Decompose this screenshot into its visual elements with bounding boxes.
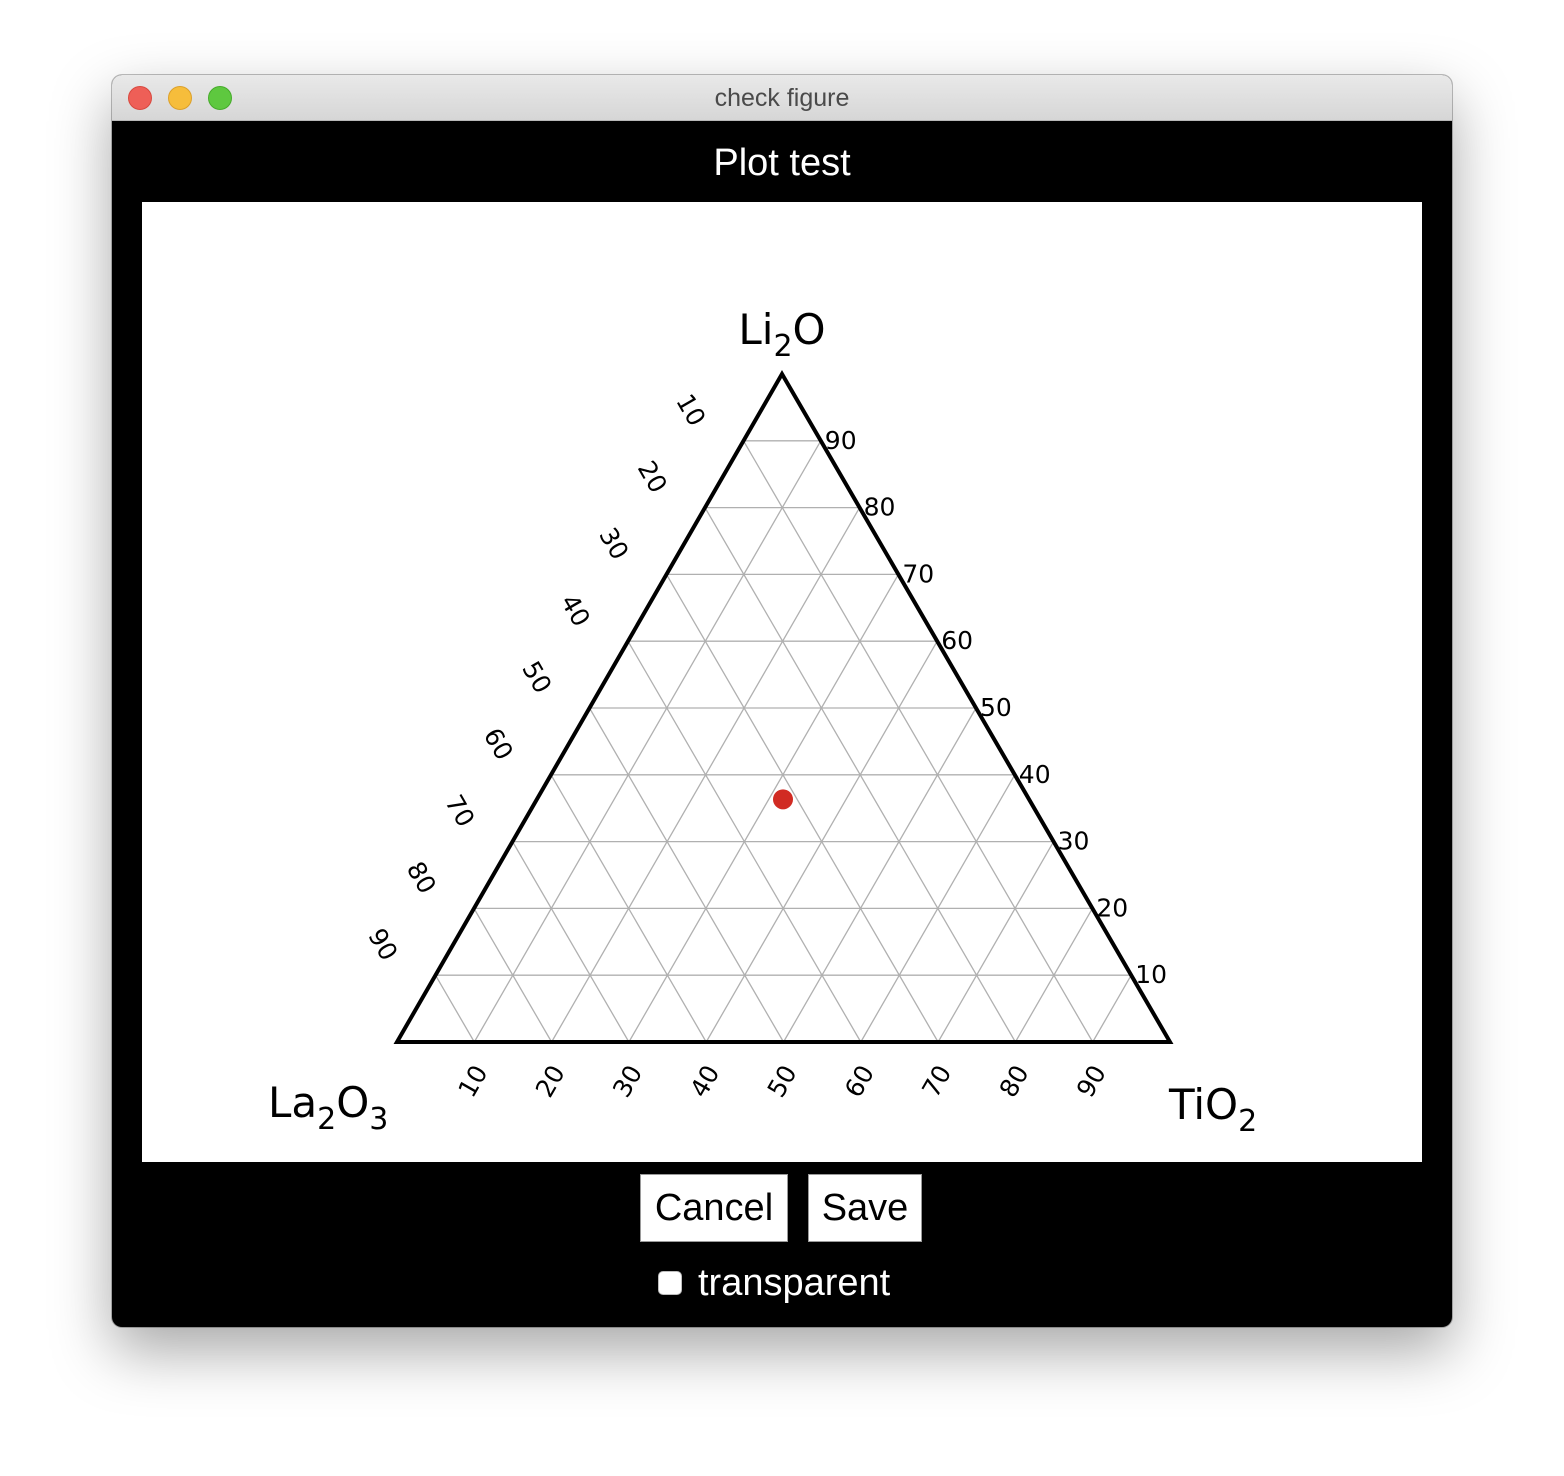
axis-label-top: Li2O bbox=[738, 305, 825, 364]
tick-label-right-40: 40 bbox=[1019, 760, 1051, 789]
tick-label-bottom-50: 50 bbox=[762, 1060, 803, 1102]
tick-labels: 10 10 10 20 20 20 30 30 30 40 40 40 50 50 50 60 60 60 70 70… bbox=[362, 389, 1167, 1102]
zoom-window-button[interactable] bbox=[208, 86, 232, 110]
window-title: check figure bbox=[714, 84, 850, 112]
tick-label-left-10: 10 bbox=[670, 389, 711, 431]
tick-label-left-90: 90 bbox=[362, 923, 403, 965]
tick-label-bottom-80: 80 bbox=[994, 1060, 1035, 1102]
figure-canvas: 10 10 10 20 20 20 30 30 30 40 40 40 50 50 50 60 60 60 70 70… bbox=[142, 202, 1422, 1162]
tick-label-right-60: 60 bbox=[941, 626, 973, 655]
gridline-la2o3-80 bbox=[473, 908, 553, 1043]
ternary-plot: 10 10 10 20 20 20 30 30 30 40 40 40 50 50 50 60 60 60 70 70… bbox=[268, 305, 1257, 1139]
tick-label-left-40: 40 bbox=[555, 589, 596, 631]
tick-label-right-10: 10 bbox=[1135, 960, 1167, 989]
tick-label-right-80: 80 bbox=[864, 493, 896, 522]
gridline-tio2-60 bbox=[860, 774, 1016, 1043]
tick-label-right-20: 20 bbox=[1096, 893, 1128, 922]
gridline-tio2-70 bbox=[937, 841, 1055, 1043]
tick-label-bottom-70: 70 bbox=[916, 1060, 957, 1102]
gridline-tio2-90 bbox=[1092, 974, 1132, 1043]
triangle-outline bbox=[393, 370, 1174, 1044]
transparent-label: transparent bbox=[698, 1261, 891, 1304]
gridline-tio2-10 bbox=[473, 440, 822, 1043]
tick-label-right-70: 70 bbox=[902, 559, 934, 588]
tick-label-bottom-60: 60 bbox=[839, 1060, 880, 1102]
gridline-la2o3-70 bbox=[511, 841, 630, 1043]
gridline-tio2-50 bbox=[782, 707, 977, 1043]
tick-label-left-80: 80 bbox=[401, 857, 442, 899]
tick-label-right-50: 50 bbox=[980, 693, 1012, 722]
axis-label-right: TiO2 bbox=[1168, 1080, 1257, 1139]
gridline-la2o3-90 bbox=[434, 974, 475, 1043]
tick-label-left-20: 20 bbox=[632, 456, 673, 498]
tick-label-bottom-20: 20 bbox=[530, 1060, 571, 1102]
minimize-window-button[interactable] bbox=[168, 86, 192, 110]
gridline-la2o3-60 bbox=[550, 774, 707, 1043]
data-point-0 bbox=[773, 789, 793, 810]
check-figure-window: check figure Plot test 10 10 10 20 20 20 30 30 3… bbox=[112, 75, 1452, 1327]
gridline-la2o3-50 bbox=[588, 707, 785, 1043]
title-bar: check figure bbox=[112, 75, 1452, 121]
tick-label-left-60: 60 bbox=[478, 723, 519, 765]
transparent-option[interactable]: transparent bbox=[658, 1258, 890, 1308]
tick-label-bottom-40: 40 bbox=[684, 1060, 725, 1102]
tick-label-left-70: 70 bbox=[439, 790, 480, 832]
tick-label-bottom-10: 10 bbox=[452, 1060, 493, 1102]
tick-label-right-30: 30 bbox=[1058, 827, 1090, 856]
gridline-tio2-30 bbox=[628, 574, 899, 1043]
grid-lines bbox=[434, 440, 1132, 1043]
cancel-button[interactable]: Cancel bbox=[640, 1174, 788, 1242]
tick-label-bottom-90: 90 bbox=[1071, 1060, 1112, 1102]
save-button[interactable]: Save bbox=[808, 1174, 922, 1242]
data-points bbox=[773, 789, 793, 810]
gridline-la2o3-10 bbox=[742, 440, 1094, 1043]
tick-label-right-90: 90 bbox=[825, 426, 857, 455]
tick-label-left-50: 50 bbox=[516, 656, 557, 698]
gridline-tio2-80 bbox=[1014, 908, 1093, 1043]
plot-heading: Plot test bbox=[713, 142, 851, 184]
close-window-button[interactable] bbox=[128, 86, 152, 110]
gridline-la2o3-30 bbox=[665, 574, 939, 1043]
axis-label-left: La2O3 bbox=[268, 1078, 388, 1137]
tick-label-bottom-30: 30 bbox=[607, 1060, 648, 1102]
tick-label-left-30: 30 bbox=[593, 523, 634, 565]
transparent-checkbox[interactable] bbox=[658, 1271, 682, 1295]
